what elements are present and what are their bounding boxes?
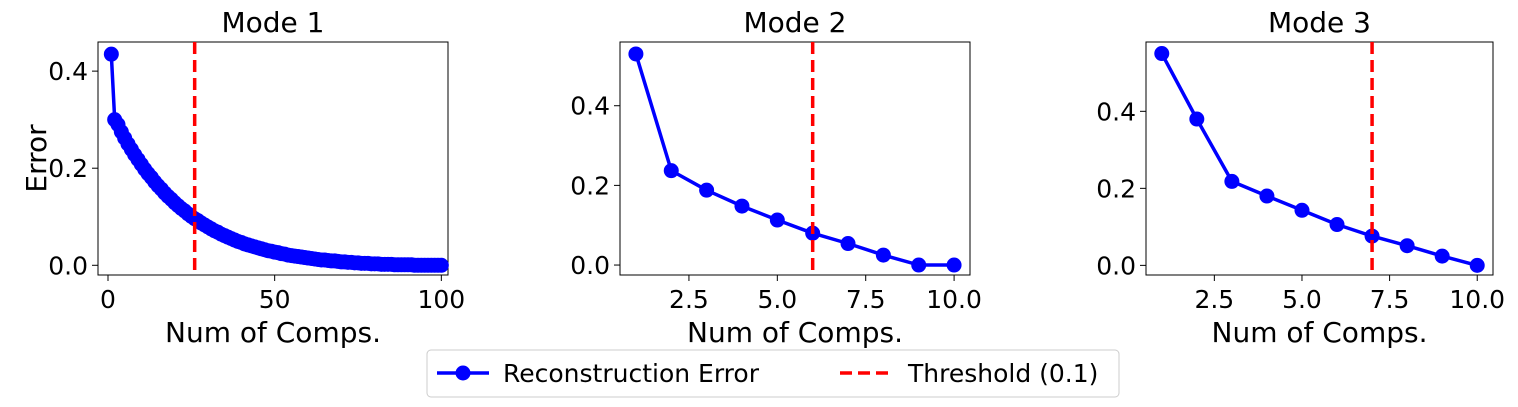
x-tick-label: 5.0 xyxy=(1282,285,1322,314)
series-line xyxy=(634,53,955,267)
x-tick-label: 10.0 xyxy=(926,285,982,314)
data-point xyxy=(911,257,927,273)
y-tick-label: 0.4 xyxy=(570,92,610,121)
x-tick-label: 10.0 xyxy=(1449,285,1505,314)
axes-frame xyxy=(97,41,449,276)
legend-series-marker xyxy=(455,365,471,381)
x-axis-label: Num of Comps. xyxy=(165,316,381,349)
chart-title: Mode 1 xyxy=(221,6,324,39)
data-point xyxy=(734,198,750,214)
data-point xyxy=(1224,173,1240,189)
y-tick-label: 0.4 xyxy=(1096,97,1136,126)
x-tick-label: 2.5 xyxy=(669,285,709,314)
chart-panel-2: 2.5 5.0 7.5 10.0 0.0 0.2 0.4 Mode 2 Num of Comps… xyxy=(570,6,982,349)
series-line xyxy=(109,54,442,268)
y-tick-label: 0.2 xyxy=(1096,174,1136,203)
y-axis-label: Error xyxy=(20,124,53,193)
y-tick-label: 0.2 xyxy=(570,171,610,200)
data-point xyxy=(840,236,856,252)
axes-frame xyxy=(619,41,971,276)
y-tick-label: 0.4 xyxy=(48,57,88,86)
y-tick-label: 0.0 xyxy=(570,251,610,280)
series-line xyxy=(1160,52,1478,268)
data-point xyxy=(1189,111,1205,127)
x-axis-label: Num of Comps. xyxy=(1212,316,1428,349)
data-point xyxy=(1329,217,1345,233)
x-axis-label: Num of Comps. xyxy=(687,316,903,349)
data-point xyxy=(1469,257,1485,273)
chart-panel-1: 0 50 100 0.0 0.2 0.4 Mode 1 Num of Comps. Error xyxy=(20,6,465,349)
legend-threshold-label: Threshold (0.1) xyxy=(907,359,1098,388)
data-point xyxy=(946,257,962,273)
data-point xyxy=(1434,248,1450,264)
data-point xyxy=(769,212,785,228)
chart-title: Mode 2 xyxy=(743,6,846,39)
data-point xyxy=(1154,46,1170,62)
data-point xyxy=(1259,188,1275,204)
legend-series-label: Reconstruction Error xyxy=(503,359,760,388)
chart-panel-3: 2.5 5.0 7.5 10.0 0.0 0.2 0.4 Mode 3 Num of Comps… xyxy=(1096,6,1505,349)
x-tick-label: 0 xyxy=(100,285,116,314)
data-point xyxy=(699,182,715,198)
x-tick-label: 100 xyxy=(417,285,465,314)
x-tick-label: 7.5 xyxy=(846,285,886,314)
axes-frame xyxy=(1145,41,1494,276)
legend-frame xyxy=(426,349,1120,398)
data-point xyxy=(875,247,891,263)
x-tick-label: 5.0 xyxy=(757,285,797,314)
x-tick-label: 7.5 xyxy=(1370,285,1410,314)
data-point xyxy=(628,46,644,62)
y-tick-label: 0.2 xyxy=(48,154,88,183)
legend: Reconstruction Error Threshold (0.1) xyxy=(426,349,1120,398)
y-tick-label: 0.0 xyxy=(1096,251,1136,280)
data-point xyxy=(1364,228,1380,244)
data-point xyxy=(433,257,449,273)
data-point xyxy=(663,163,679,179)
x-tick-label: 50 xyxy=(259,285,291,314)
data-point xyxy=(1399,238,1415,254)
data-point xyxy=(1294,202,1310,218)
chart-title: Mode 3 xyxy=(1268,6,1371,39)
x-tick-label: 2.5 xyxy=(1194,285,1234,314)
data-point xyxy=(103,46,119,62)
y-tick-label: 0.0 xyxy=(48,251,88,280)
